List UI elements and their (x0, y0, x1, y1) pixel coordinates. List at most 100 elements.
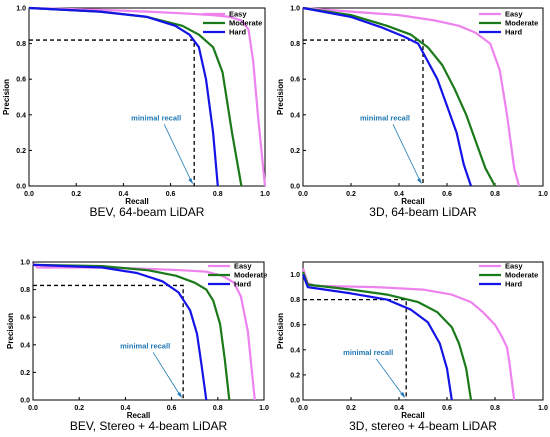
annotation-arrowhead (400, 392, 406, 398)
annotation-label: minimal recall (120, 341, 170, 350)
legend-label-moderate: Moderate (229, 19, 262, 28)
annotation-arrow (375, 358, 405, 398)
x-tick-label: 0.2 (71, 191, 81, 198)
series-line-hard (32, 263, 208, 401)
y-tick-label: 0.2 (290, 148, 300, 155)
plot-frame (302, 7, 544, 187)
y-axis-label: Precision (276, 313, 285, 349)
x-tick-label: 0.6 (167, 405, 177, 412)
y-tick-label: 0.4 (290, 347, 300, 354)
series-line-moderate (301, 271, 473, 401)
x-tick-label: 0.6 (442, 191, 452, 198)
y-tick-label: 0.4 (16, 112, 26, 119)
annotation-label: minimal recall (343, 348, 393, 357)
y-tick-label: 0.6 (20, 315, 30, 322)
chart-panel-1: 0.0 0.2 0.4 0.6 0.8 1.0 0.0 0.2 0.4 0.6 0.8 1.0 Reca… (2, 6, 270, 220)
legend-label-moderate: Moderate (505, 271, 538, 280)
legend-label-easy: Easy (229, 10, 247, 19)
y-tick-label: 0.8 (290, 41, 300, 48)
legend-label-moderate: Moderate (505, 19, 538, 28)
plot-frame (32, 261, 265, 401)
x-tick-label: 1.0 (538, 191, 548, 198)
annotation-label: minimal recall (360, 113, 410, 122)
y-tick-label: 0.4 (20, 342, 30, 349)
series-line-moderate (32, 263, 231, 401)
series-line-moderate (28, 6, 243, 187)
x-axis-label: Recall (401, 197, 425, 206)
y-tick-label: 0.0 (16, 184, 26, 191)
x-tick-label: 0.0 (24, 191, 34, 198)
y-tick-label: 0.2 (16, 148, 26, 155)
y-tick-label: 0.8 (16, 41, 26, 48)
minimal-recall-guide (33, 284, 184, 400)
y-tick-label: 0.8 (20, 287, 30, 294)
annotation-arrowhead (177, 392, 183, 398)
y-tick-label: 1.0 (290, 272, 300, 279)
y-tick-label: 0.2 (20, 370, 30, 377)
legend-label-hard: Hard (229, 28, 247, 37)
y-tick-label: 1.0 (290, 6, 300, 13)
series-line-hard (302, 6, 473, 187)
x-tick-label: 0.6 (166, 191, 176, 198)
y-axis-label: Precision (6, 313, 15, 349)
y-tick-label: 0.6 (16, 77, 26, 84)
x-tick-label: 0.8 (490, 191, 500, 198)
panel-caption: 3D, stereo + 4-beam LiDAR (349, 419, 497, 433)
y-axis-label: Precision (276, 79, 285, 115)
legend-label-hard: Hard (505, 280, 523, 289)
y-tick-label: 0.4 (290, 112, 300, 119)
series-line-easy (28, 6, 267, 187)
y-tick-label: 1.0 (20, 260, 30, 267)
legend-label-hard: Hard (234, 280, 252, 289)
legend-label-hard: Hard (505, 28, 523, 37)
series-line-hard (301, 274, 453, 401)
x-tick-label: 0.8 (213, 405, 223, 412)
panel-caption: BEV, 64-beam LiDAR (90, 205, 205, 219)
x-tick-label: 0.0 (298, 191, 308, 198)
x-tick-label: 0.2 (346, 405, 356, 412)
y-tick-label: 0.6 (290, 322, 300, 329)
x-tick-label: 0.2 (346, 191, 356, 198)
annotation-label: minimal recall (131, 113, 181, 122)
y-tick-label: 1.0 (16, 6, 26, 13)
plot-frame (28, 7, 266, 187)
x-tick-label: 0.8 (213, 191, 223, 198)
legend-label-easy: Easy (505, 262, 523, 271)
chart-panel-4: 0.0 0.2 0.4 0.6 0.8 1.0 0.0 0.2 0.4 0.6 0.8 1.0 Reca… (276, 261, 548, 433)
x-tick-label: 0.4 (119, 191, 129, 198)
x-tick-label: 0.0 (28, 405, 38, 412)
x-tick-label: 0.6 (442, 405, 452, 412)
series-line-easy (302, 6, 521, 187)
annotation-arrow (152, 352, 182, 398)
annotation-arrow (392, 124, 422, 184)
annotation-arrow (163, 124, 193, 184)
x-tick-label: 0.4 (121, 405, 131, 412)
x-tick-label: 1.0 (260, 191, 270, 198)
y-tick-label: 0.6 (290, 77, 300, 84)
chart-panel-3: 0.0 0.2 0.4 0.6 0.8 1.0 0.0 0.2 0.4 0.6 0.8 1.0 Reca… (6, 260, 269, 434)
y-tick-label: 0.0 (290, 184, 300, 191)
series-line-moderate (302, 6, 496, 187)
plot-frame (302, 261, 544, 401)
y-tick-label: 0.0 (290, 398, 300, 405)
panel-caption: BEV, Stereo + 4-beam LiDAR (70, 419, 228, 433)
y-tick-label: 0.2 (290, 372, 300, 379)
annotation-arrowhead (417, 178, 422, 184)
x-tick-label: 0.4 (394, 405, 404, 412)
x-tick-label: 0.0 (298, 405, 308, 412)
minimal-recall-guide (303, 39, 424, 186)
legend-label-easy: Easy (505, 10, 523, 19)
legend-label-moderate: Moderate (234, 271, 267, 280)
minimal-recall-guide (303, 298, 407, 400)
x-tick-label: 0.8 (490, 405, 500, 412)
x-tick-label: 0.4 (394, 191, 404, 198)
y-tick-label: 0.0 (20, 398, 30, 405)
y-axis-label: Precision (2, 79, 11, 115)
x-axis-label: Recall (401, 411, 425, 420)
y-tick-label: 0.8 (290, 297, 300, 304)
